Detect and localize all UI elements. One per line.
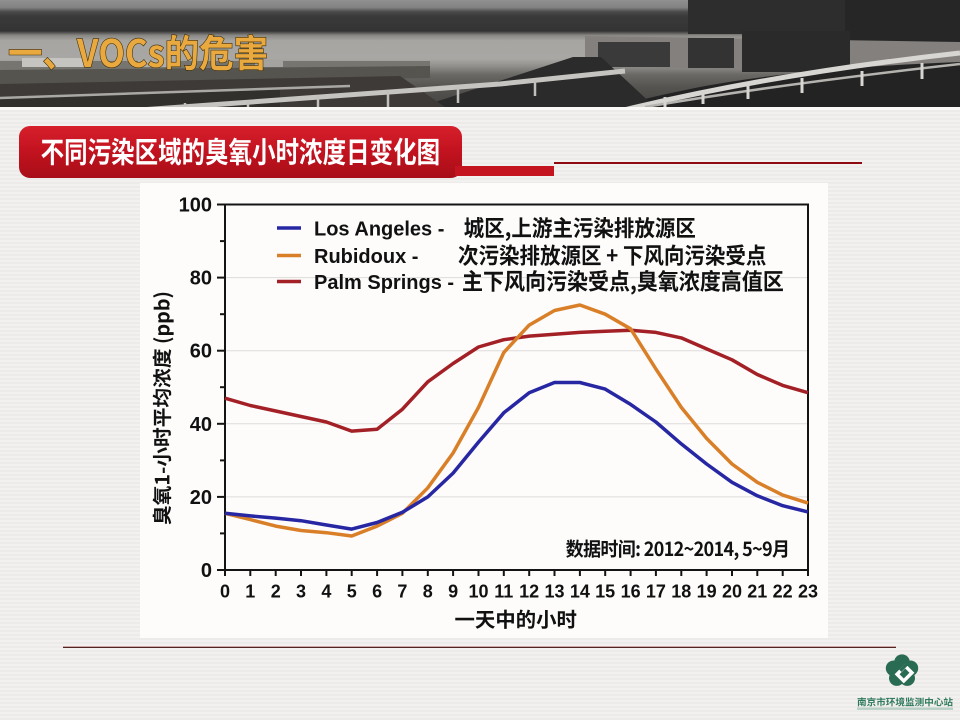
svg-text:18: 18 [671, 582, 691, 602]
svg-text:8: 8 [423, 582, 433, 602]
svg-text:11: 11 [494, 582, 513, 602]
svg-text:0: 0 [201, 560, 212, 582]
svg-text:60: 60 [190, 341, 212, 363]
svg-text:23: 23 [798, 582, 818, 602]
svg-text:21: 21 [747, 582, 767, 602]
svg-text:19: 19 [697, 582, 717, 602]
svg-text:7: 7 [397, 582, 407, 602]
svg-text:9: 9 [448, 582, 458, 602]
svg-text:80: 80 [190, 268, 212, 290]
svg-text:40: 40 [190, 414, 212, 436]
svg-text:17: 17 [646, 582, 666, 602]
svg-text:22: 22 [773, 582, 793, 602]
svg-text:10: 10 [468, 582, 488, 602]
svg-text:100: 100 [179, 195, 212, 217]
svg-text:4: 4 [321, 582, 331, 602]
svg-text:3: 3 [296, 582, 306, 602]
svg-text:16: 16 [621, 582, 641, 602]
svg-text:1: 1 [245, 582, 255, 602]
svg-text:20: 20 [190, 487, 212, 509]
svg-text:20: 20 [722, 582, 742, 602]
svg-text:2: 2 [271, 582, 281, 602]
svg-text:Los Angeles -: Los Angeles - [314, 218, 444, 240]
svg-text:12: 12 [519, 582, 539, 602]
svg-text:6: 6 [372, 582, 382, 602]
svg-text:Rubidoux -: Rubidoux - [314, 246, 418, 268]
svg-text:15: 15 [595, 582, 615, 602]
svg-text:0: 0 [220, 582, 230, 602]
svg-text:14: 14 [570, 582, 590, 602]
svg-text:5: 5 [347, 582, 357, 602]
svg-text:Palm Springs -: Palm Springs - [314, 272, 454, 294]
svg-text:13: 13 [544, 582, 564, 602]
